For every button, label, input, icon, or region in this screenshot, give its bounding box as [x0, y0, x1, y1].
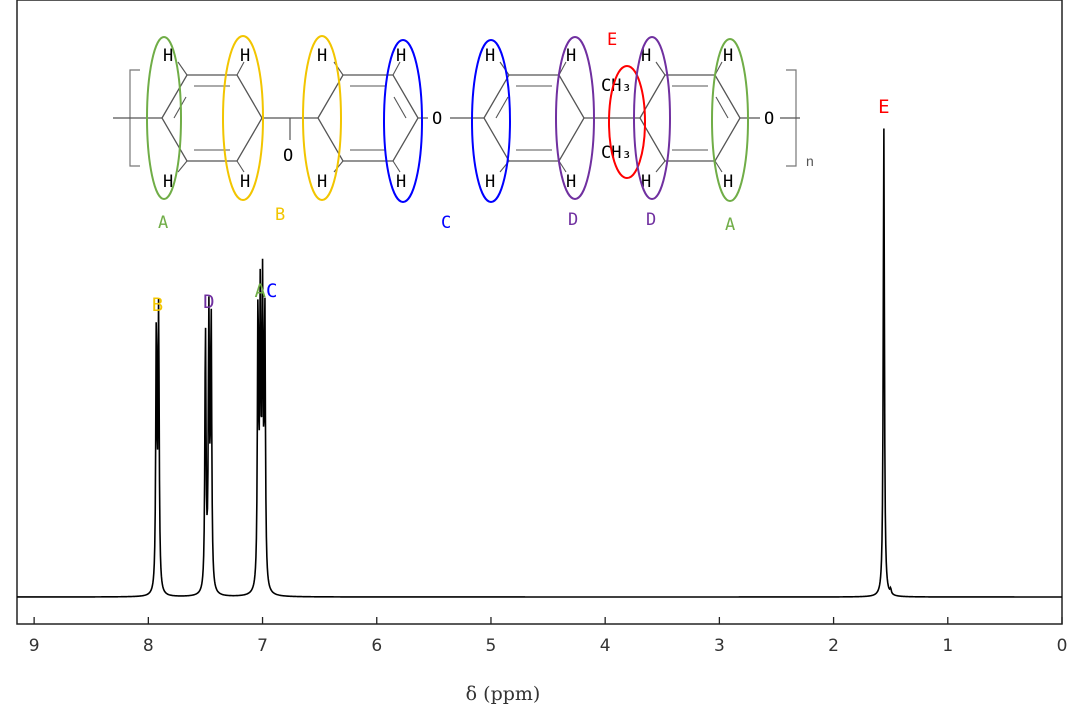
atom-h: H [723, 46, 733, 66]
atom-h: H [163, 46, 173, 66]
group-c-highlight [383, 39, 423, 203]
benzene-ring-1 [161, 74, 263, 162]
ether-oxygen: O [764, 109, 774, 129]
group-c-highlight [471, 39, 511, 203]
peak-labels: B D A CE [152, 96, 890, 316]
atom-h: H [317, 46, 327, 66]
atom-h: H [396, 46, 406, 66]
x-tick-label: 7 [257, 636, 268, 656]
polymer-structure: n [113, 30, 814, 235]
group-b-highlight [302, 35, 342, 201]
atom-h: H [485, 172, 495, 192]
x-axis-title: δ (ppm) [466, 683, 541, 705]
group-label-d: D [646, 210, 656, 230]
group-b-highlight [222, 35, 264, 201]
benzene-ring-3 [483, 74, 585, 162]
atom-h: H [566, 46, 576, 66]
benzene-ring-4 [639, 74, 741, 162]
atom-h: H [485, 46, 495, 66]
peak-label-c: C [266, 280, 277, 302]
atom-h: H [566, 172, 576, 192]
x-tick-label: 0 [1057, 636, 1068, 656]
atom-h: H [317, 172, 327, 192]
group-d-highlight [555, 36, 595, 200]
atom-h: H [240, 172, 250, 192]
group-a-highlight [711, 38, 749, 202]
peak-label-d: D [203, 291, 214, 313]
peak-label-b: B [152, 294, 163, 316]
benzene-ring-2 [317, 74, 419, 162]
atom-h: H [163, 172, 173, 192]
x-tick-label: 6 [371, 636, 382, 656]
x-tick-label: 4 [600, 636, 611, 656]
group-label-c: C [441, 213, 451, 233]
x-tick-label: 5 [486, 636, 497, 656]
group-label-a: A [158, 213, 168, 233]
atom-h: H [396, 172, 406, 192]
x-tick-label: 1 [942, 636, 953, 656]
atom-h: H [240, 46, 250, 66]
ether-oxygen: O [432, 109, 442, 129]
group-label-d: D [568, 210, 578, 230]
methyl-group-top: CH₃ [601, 76, 632, 96]
group-label-b: B [275, 205, 285, 225]
group-e-highlight [608, 65, 646, 179]
group-label-a: A [725, 215, 735, 235]
group-d-highlight [633, 36, 671, 200]
atom-h: H [641, 172, 651, 192]
carbonyl-oxygen: O [283, 146, 293, 166]
atom-h: H [641, 46, 651, 66]
x-axis-tick-labels: 9 8 7 6 5 4 3 2 1 0 [29, 636, 1068, 656]
peak-label-e: E [878, 96, 889, 118]
x-tick-label: 2 [828, 636, 839, 656]
peak-label-a: A [255, 280, 267, 302]
x-tick-label: 9 [29, 636, 40, 656]
group-a-highlight [146, 36, 182, 200]
spectrum-line [17, 128, 1062, 598]
x-tick-label: 8 [143, 636, 154, 656]
methyl-group-bottom: CH₃ [601, 143, 632, 163]
group-label-e: E [607, 30, 617, 50]
repeat-subscript-n: n [806, 153, 814, 169]
plot-frame [16, 0, 1063, 625]
atom-h: H [723, 172, 733, 192]
x-tick-label: 3 [714, 636, 725, 656]
x-axis-ticks [33, 617, 1063, 624]
